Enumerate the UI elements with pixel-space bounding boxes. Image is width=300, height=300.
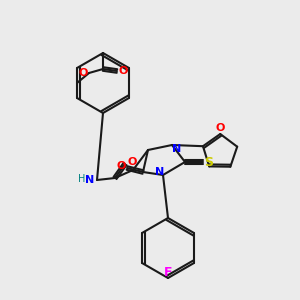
Text: N: N	[155, 167, 165, 177]
Text: S: S	[205, 155, 214, 169]
Text: O: O	[216, 123, 225, 133]
Text: N: N	[85, 175, 94, 185]
Text: N: N	[172, 144, 182, 154]
Text: O: O	[118, 66, 128, 76]
Text: O: O	[78, 68, 88, 78]
Text: F: F	[164, 266, 172, 278]
Text: O: O	[127, 157, 137, 167]
Text: O: O	[116, 161, 126, 171]
Text: H: H	[78, 174, 86, 184]
